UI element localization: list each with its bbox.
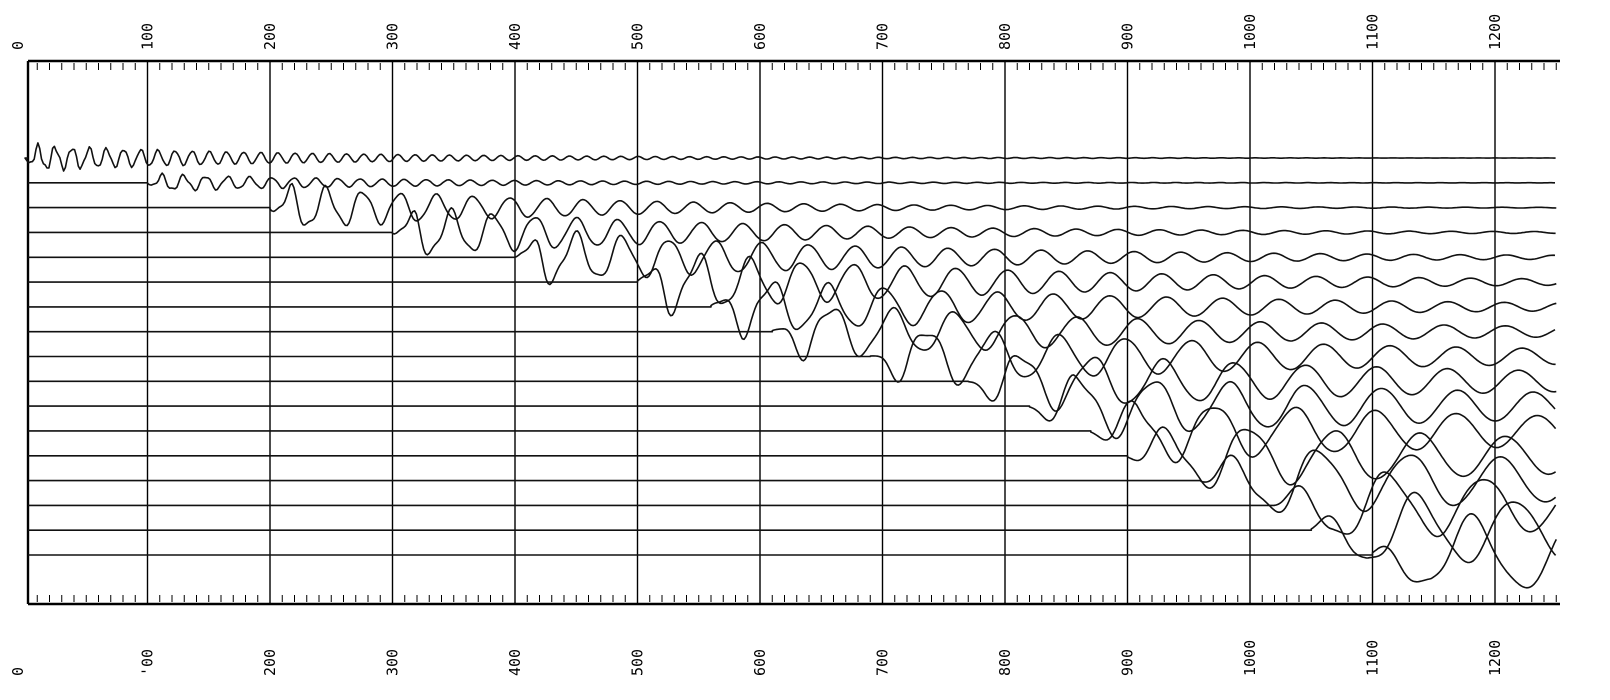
top-tick-label: 1100 bbox=[1364, 14, 1382, 50]
top-tick-label: 0 bbox=[9, 41, 27, 50]
seismic-trace-17 bbox=[28, 513, 1558, 589]
grid-layer bbox=[26, 59, 1560, 606]
top-tick-label: 200 bbox=[261, 23, 279, 50]
bottom-tick-label: 500 bbox=[629, 649, 647, 676]
trace-layer bbox=[24, 142, 1558, 589]
seismic-trace-7 bbox=[28, 281, 1557, 341]
bottom-tick-label: 300 bbox=[384, 649, 402, 676]
bottom-axis: 0 '00 200 300 400 500 600 700 800 900 1000 1100 1200 bbox=[9, 640, 1504, 676]
top-tick-label: 400 bbox=[506, 23, 524, 50]
seismic-trace-3 bbox=[28, 182, 1557, 227]
seismic-trace-13 bbox=[28, 426, 1557, 489]
seismic-trace-5 bbox=[28, 230, 1556, 286]
seismic-trace-9 bbox=[28, 330, 1556, 386]
bottom-tick-label: 600 bbox=[751, 649, 769, 676]
bottom-tick-label: '00 bbox=[139, 649, 157, 676]
top-tick-label: 500 bbox=[629, 23, 647, 50]
top-tick-label: 1000 bbox=[1241, 14, 1259, 50]
bottom-tick-label: 200 bbox=[261, 649, 279, 676]
seismic-trace-1 bbox=[24, 142, 1556, 172]
bottom-tick-label: 1200 bbox=[1486, 640, 1504, 676]
bottom-tick-label: 400 bbox=[506, 649, 524, 676]
seismic-trace-11 bbox=[28, 374, 1556, 440]
seismic-trace-6 bbox=[28, 252, 1557, 317]
seismic-trace-8 bbox=[28, 306, 1556, 362]
seismic-trace-15 bbox=[28, 471, 1557, 538]
seismic-trace-10 bbox=[28, 355, 1557, 412]
bottom-tick-label: 900 bbox=[1119, 649, 1137, 676]
top-tick-label: 800 bbox=[996, 23, 1014, 50]
bottom-tick-label: 1000 bbox=[1241, 640, 1259, 676]
bottom-tick-label: 700 bbox=[874, 649, 892, 676]
bottom-tick-label: 0 bbox=[9, 667, 27, 676]
top-tick-label: 100 bbox=[139, 23, 157, 50]
top-axis: 0 100 200 300 400 500 600 700 800 900 1000 1100 1200 bbox=[9, 14, 1504, 50]
top-tick-label: 600 bbox=[751, 23, 769, 50]
bottom-tick-label: 800 bbox=[996, 649, 1014, 676]
top-tick-label: 900 bbox=[1119, 23, 1137, 50]
seismic-trace-14 bbox=[28, 449, 1557, 513]
top-tick-label: 700 bbox=[874, 23, 892, 50]
top-tick-label: 300 bbox=[384, 23, 402, 50]
seismic-trace-2 bbox=[28, 172, 1555, 192]
top-tick-label: 1200 bbox=[1486, 14, 1504, 50]
bottom-tick-label: 1100 bbox=[1364, 640, 1382, 676]
seismic-trace-16 bbox=[28, 491, 1557, 564]
seismic-trace-4 bbox=[28, 207, 1556, 256]
